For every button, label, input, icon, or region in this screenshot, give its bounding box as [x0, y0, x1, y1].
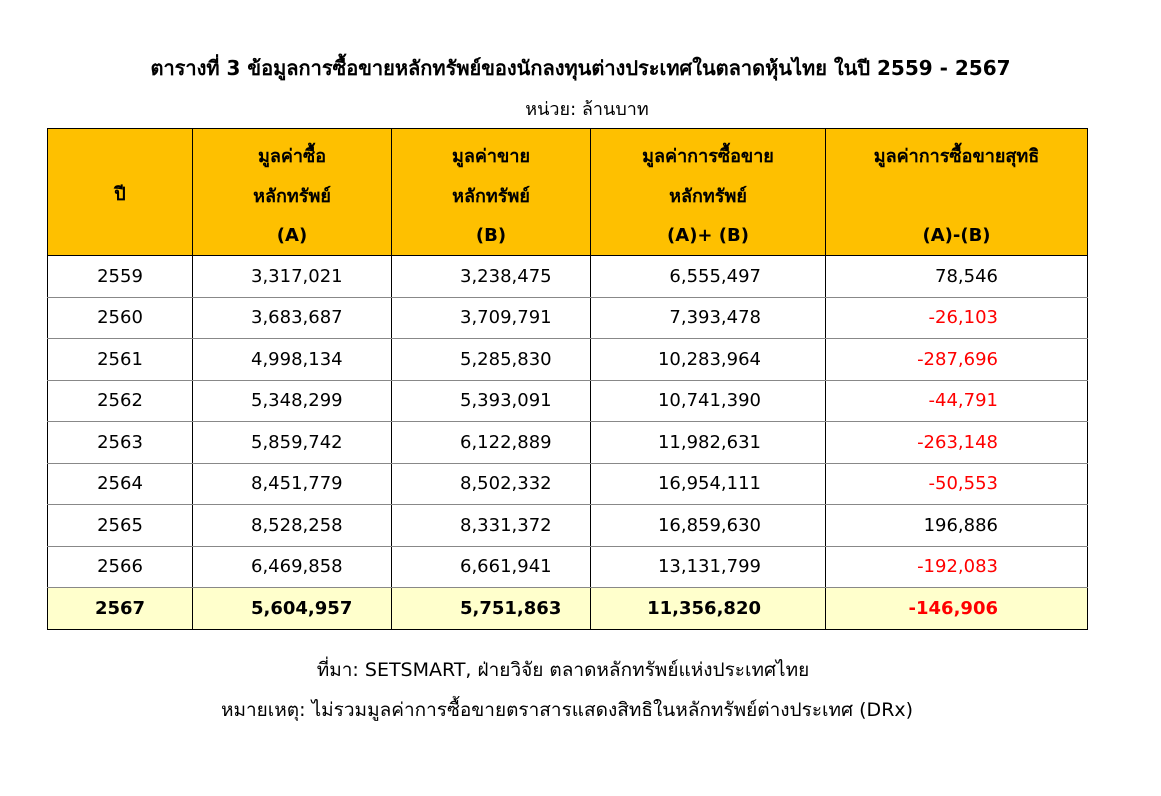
cell-net: -44,791	[825, 379, 1088, 422]
table-body: 2559 3,317,021 3,238,475 6,555,497 78,546 256…	[47, 255, 1088, 630]
header-net-line1: มูลค่าการซื้อขายสุทธิ	[873, 146, 1040, 167]
cell-sell: 3,709,791	[391, 296, 591, 339]
table-row: 2566 6,469,858 6,661,941 13,131,799 -192,083	[47, 545, 1088, 588]
table-row: 2567 5,604,957 5,751,863 11,356,820 -146,906	[47, 587, 1088, 630]
header-total-line1: มูลค่าการซื้อขาย	[642, 146, 774, 167]
remark-note: หมายเหตุ: ไม่รวมมูลค่าการซื้อขายตราสารแส…	[220, 699, 914, 721]
cell-sell: 5,285,830	[391, 338, 591, 381]
cell-net: -287,696	[825, 338, 1088, 381]
header-buy-line2: หลักทรัพย์	[253, 186, 331, 207]
cell-sell: 8,502,332	[391, 462, 591, 505]
cell-year: 2567	[47, 587, 193, 630]
foreign-trading-table: ปี มูลค่าซื้อ หลักทรัพย์ (A) มูลค่าขาย ห…	[47, 128, 1088, 630]
cell-total: 6,555,497	[590, 255, 826, 298]
cell-net: 78,546	[825, 255, 1088, 298]
header-total-line3: (A)+ (B)	[667, 225, 749, 246]
header-total: มูลค่าการซื้อขาย หลักทรัพย์ (A)+ (B)	[590, 128, 826, 256]
header-sell-line3: (B)	[475, 225, 507, 246]
cell-year: 2562	[47, 379, 193, 422]
header-net-line2: (A)-(B)	[922, 225, 991, 246]
table-title: ตารางที่ 3 ข้อมูลการซื้อขายหลักทรัพย์ของ…	[150, 56, 1011, 80]
cell-year: 2561	[47, 338, 193, 381]
unit-label: หน่วย: ล้านบาท	[525, 99, 649, 120]
cell-buy: 6,469,858	[192, 545, 392, 588]
cell-net: -26,103	[825, 296, 1088, 339]
header-buy-line1: มูลค่าซื้อ	[257, 146, 327, 167]
table-row: 2564 8,451,779 8,502,332 16,954,111 -50,553	[47, 462, 1088, 505]
source-note: ที่มา: SETSMART, ฝ่ายวิจัย ตลาดหลักทรัพย…	[316, 659, 810, 681]
header-net: มูลค่าการซื้อขายสุทธิ (A)-(B)	[825, 128, 1088, 256]
cell-sell: 8,331,372	[391, 504, 591, 547]
cell-net: -146,906	[825, 587, 1088, 630]
cell-year: 2565	[47, 504, 193, 547]
header-total-line2: หลักทรัพย์	[669, 186, 747, 207]
cell-sell: 6,122,889	[391, 421, 591, 464]
header-row: ปี มูลค่าซื้อ หลักทรัพย์ (A) มูลค่าขาย ห…	[47, 128, 1088, 256]
cell-year: 2559	[47, 255, 193, 298]
header-year-label: ปี	[114, 184, 126, 205]
cell-total: 10,283,964	[590, 338, 826, 381]
cell-total: 10,741,390	[590, 379, 826, 422]
cell-sell: 6,661,941	[391, 545, 591, 588]
header-buy: มูลค่าซื้อ หลักทรัพย์ (A)	[192, 128, 392, 256]
cell-year: 2563	[47, 421, 193, 464]
table-row: 2560 3,683,687 3,709,791 7,393,478 -26,103	[47, 296, 1088, 339]
cell-buy: 5,604,957	[192, 587, 392, 630]
cell-year: 2566	[47, 545, 193, 588]
cell-buy: 5,859,742	[192, 421, 392, 464]
cell-sell: 5,393,091	[391, 379, 591, 422]
cell-total: 16,954,111	[590, 462, 826, 505]
cell-net: -263,148	[825, 421, 1088, 464]
table-row: 2565 8,528,258 8,331,372 16,859,630 196,886	[47, 504, 1088, 547]
cell-sell: 3,238,475	[391, 255, 591, 298]
cell-year: 2560	[47, 296, 193, 339]
cell-total: 7,393,478	[590, 296, 826, 339]
cell-buy: 4,998,134	[192, 338, 392, 381]
cell-buy: 3,683,687	[192, 296, 392, 339]
cell-total: 11,982,631	[590, 421, 826, 464]
table-row: 2563 5,859,742 6,122,889 11,982,631 -263,148	[47, 421, 1088, 464]
table-row: 2562 5,348,299 5,393,091 10,741,390 -44,791	[47, 379, 1088, 422]
header-sell-line2: หลักทรัพย์	[452, 186, 530, 207]
header-buy-line3: (A)	[276, 225, 308, 246]
header-sell-line1: มูลค่าขาย	[451, 146, 530, 167]
cell-total: 13,131,799	[590, 545, 826, 588]
cell-sell: 5,751,863	[391, 587, 591, 630]
cell-total: 16,859,630	[590, 504, 826, 547]
header-year: ปี	[47, 128, 193, 256]
header-sell: มูลค่าขาย หลักทรัพย์ (B)	[391, 128, 591, 256]
cell-total: 11,356,820	[590, 587, 826, 630]
cell-buy: 8,451,779	[192, 462, 392, 505]
table-row: 2559 3,317,021 3,238,475 6,555,497 78,546	[47, 255, 1088, 298]
cell-buy: 5,348,299	[192, 379, 392, 422]
cell-net: 196,886	[825, 504, 1088, 547]
table-row: 2561 4,998,134 5,285,830 10,283,964 -287,696	[47, 338, 1088, 381]
cell-net: -50,553	[825, 462, 1088, 505]
cell-buy: 8,528,258	[192, 504, 392, 547]
cell-net: -192,083	[825, 545, 1088, 588]
cell-year: 2564	[47, 462, 193, 505]
cell-buy: 3,317,021	[192, 255, 392, 298]
